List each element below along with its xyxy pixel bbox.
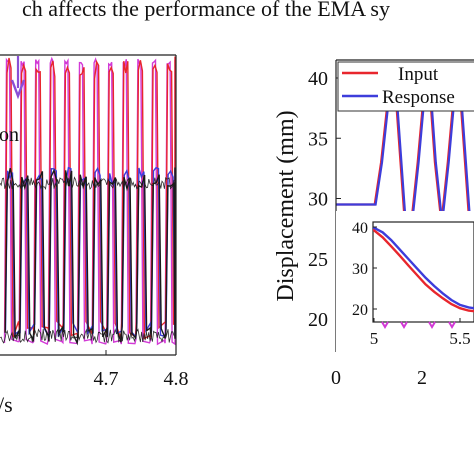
left-trace-blue bbox=[4, 166, 176, 339]
inset-dip-mark bbox=[428, 321, 436, 329]
left-x-ticks: 4.7 4.8 bbox=[94, 350, 189, 390]
inset-y-tick-label: 20 bbox=[352, 302, 368, 319]
down-arrow-annotation bbox=[10, 56, 26, 100]
legend-label-input: Input bbox=[398, 64, 439, 85]
left-trace-red bbox=[4, 56, 176, 340]
right-y-ticks: 20 25 30 35 40 bbox=[308, 68, 341, 331]
inset-x-ticks: 5 5.5 bbox=[370, 318, 471, 348]
right-y-tick-label: 40 bbox=[308, 68, 328, 90]
right-x-tick-label: 2 bbox=[417, 367, 427, 389]
inset-x-tick-label: 5.5 bbox=[449, 329, 470, 348]
right-y-tick-label: 20 bbox=[308, 309, 328, 331]
right-y-tick-label: 30 bbox=[308, 189, 328, 211]
legend-box bbox=[337, 61, 474, 112]
legend-label-response: Response bbox=[382, 87, 455, 108]
left-x-tick-label: 4.7 bbox=[94, 368, 119, 390]
left-x-tick-label: 4.8 bbox=[164, 368, 189, 390]
right-y-axis-label: Displacement (mm) bbox=[273, 110, 299, 301]
inset-dip-mark bbox=[400, 321, 408, 329]
left-chart: 4.7 4.8 /s on bbox=[0, 54, 189, 417]
inset-traces bbox=[373, 226, 474, 329]
inset-y-ticks: 20 30 40 bbox=[352, 220, 377, 319]
right-y-tick-label: 25 bbox=[308, 249, 328, 271]
inset-x-tick-label: 5 bbox=[370, 329, 379, 348]
inset-y-tick-label: 30 bbox=[352, 261, 368, 278]
left-x-axis-fragment: /s bbox=[0, 392, 13, 417]
left-chart-traces bbox=[0, 56, 176, 346]
inset-dip-mark bbox=[381, 321, 389, 329]
left-noise-upper bbox=[0, 176, 175, 190]
inset-y-tick-label: 40 bbox=[352, 220, 368, 237]
legend: Input Response bbox=[337, 61, 474, 112]
right-x-tick-label: 0 bbox=[331, 367, 341, 389]
right-y-tick-label: 35 bbox=[308, 128, 328, 150]
left-text-fragment: on bbox=[0, 124, 19, 146]
left-noise-lower bbox=[0, 328, 175, 344]
caption-fragment: ch affects the performance of the EMA sy bbox=[22, 0, 390, 21]
inset-series-response bbox=[373, 226, 474, 310]
inset-series-input bbox=[373, 228, 474, 313]
inset-dip-mark bbox=[448, 321, 456, 329]
left-trace-black bbox=[4, 167, 176, 346]
